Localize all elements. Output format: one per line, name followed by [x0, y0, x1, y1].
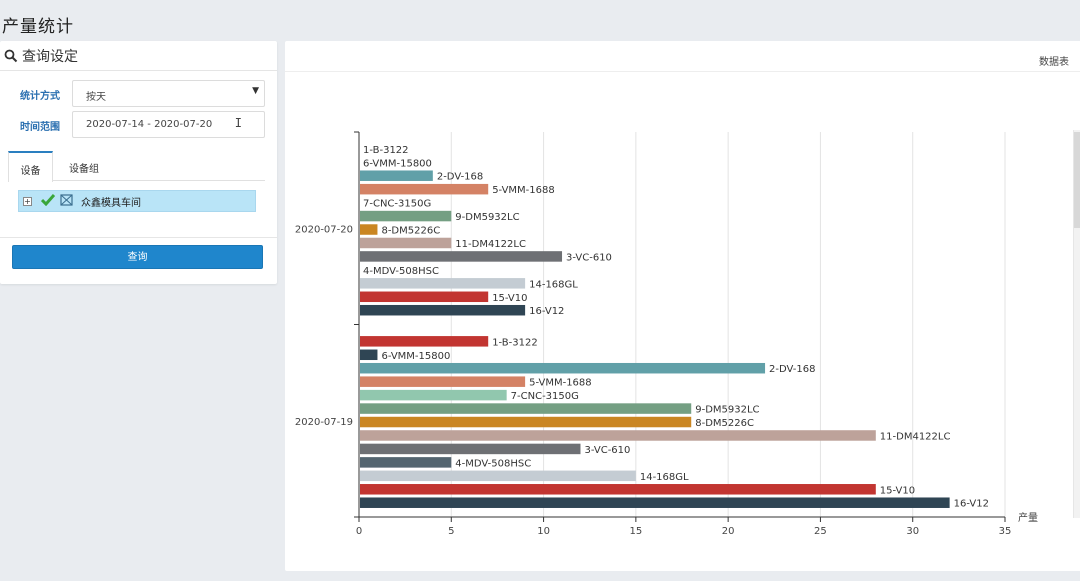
bar-label: 6-VMM-15800: [363, 158, 432, 169]
bar: [360, 291, 489, 303]
data-table-link[interactable]: 数据表: [1039, 57, 1069, 68]
bar: [360, 430, 876, 441]
bar-label: 9-DM5932LC: [695, 405, 759, 416]
bar: [360, 416, 692, 428]
bar-label: 4-MDV-508HSC: [455, 458, 531, 469]
bar-label: 11-DM4122LC: [455, 239, 526, 250]
divider: [285, 71, 1080, 72]
time-range-input[interactable]: 2020-07-14 - 2020-07-20 I: [72, 111, 265, 138]
bar-label: 1-B-3122: [363, 145, 409, 156]
bar-label: 7-CNC-3150G: [363, 199, 431, 210]
query-settings-panel: 查询设定 统计方式 按天 ▼ 时间范围 2020-07-14 - 2020-07…: [0, 41, 277, 284]
bar: [360, 497, 950, 508]
query-settings-title: 查询设定: [22, 48, 78, 65]
bar-label: 15-V10: [880, 485, 915, 496]
stat-method-select[interactable]: 按天 ▼: [72, 80, 265, 107]
expand-icon[interactable]: +: [23, 196, 32, 206]
bar: [360, 278, 526, 289]
x-tick-label: 0: [356, 526, 362, 537]
tab-device-group[interactable]: 设备组: [69, 164, 99, 175]
bar-label: 5-VMM-1688: [492, 185, 555, 196]
bar: [360, 403, 692, 414]
x-tick-label: 5: [448, 526, 454, 537]
bar-label: 16-V12: [954, 499, 989, 510]
bar-label: 15-V10: [492, 293, 527, 304]
x-tick-label: 25: [814, 526, 827, 537]
tab-device[interactable]: 设备: [8, 151, 53, 182]
bar-label: 3-VC-610: [566, 252, 612, 263]
bar: [360, 349, 378, 361]
bar-label: 5-VMM-1688: [529, 378, 592, 389]
bar: [360, 470, 636, 482]
x-axis-label: 产量: [1018, 511, 1038, 524]
bar: [360, 304, 526, 316]
bar-label: 11-DM4122LC: [880, 431, 951, 442]
workshop-icon: [60, 193, 73, 209]
text-cursor-icon: I: [234, 116, 242, 130]
bar: [360, 170, 433, 181]
bar: [360, 183, 489, 195]
time-range-row: 时间范围 2020-07-14 - 2020-07-20 I: [0, 111, 277, 139]
query-settings-header: 查询设定: [0, 41, 277, 71]
bar: [360, 443, 581, 455]
bar-label: 8-DM5226C: [381, 226, 440, 237]
bar-label: 8-DM5226C: [695, 418, 754, 429]
tree-item-label: 众鑫模具车间: [81, 197, 141, 209]
stat-method-row: 统计方式 按天 ▼: [0, 80, 277, 108]
bar: [360, 237, 452, 249]
device-tabs: 设备 设备组: [8, 151, 265, 182]
bar: [360, 336, 489, 347]
x-tick-label: 35: [999, 526, 1012, 537]
y-category-label: 2020-07-20: [295, 224, 353, 235]
bar: [360, 210, 452, 222]
bar-label: 9-DM5932LC: [455, 212, 519, 223]
bar: [360, 224, 378, 235]
x-tick-label: 15: [629, 526, 642, 537]
bar-label: 6-VMM-15800: [381, 351, 450, 362]
bar: [360, 362, 766, 374]
bar-label: 2-DV-168: [769, 364, 815, 375]
bar-label: 4-MDV-508HSC: [363, 266, 439, 277]
y-category-label: 2020-07-19: [295, 417, 353, 428]
bar-label: 3-VC-610: [584, 445, 630, 456]
checkbox-checked-icon[interactable]: [40, 193, 56, 209]
scrollbar-thumb[interactable]: [1074, 132, 1080, 228]
bar-label: 1-B-3122: [492, 337, 538, 348]
x-tick-label: 20: [722, 526, 735, 537]
page-title: 产量统计: [2, 17, 74, 37]
bar: [360, 389, 507, 401]
x-tick-label: 10: [537, 526, 550, 537]
bar-label: 14-168GL: [640, 472, 689, 483]
bar: [360, 457, 452, 468]
stat-method-label: 统计方式: [20, 91, 60, 102]
tree-item-workshop[interactable]: + 众鑫模具车间: [18, 190, 256, 212]
stat-method-value: 按天: [86, 92, 106, 103]
bar: [360, 484, 876, 495]
x-tick-label: 30: [906, 526, 919, 537]
query-button[interactable]: 查询: [12, 245, 263, 269]
bar-label: 16-V12: [529, 306, 564, 317]
bar-label: 7-CNC-3150G: [511, 391, 579, 402]
bar: [360, 251, 563, 262]
chart-scrollbar[interactable]: [1073, 130, 1080, 518]
time-range-value: 2020-07-14 - 2020-07-20: [86, 119, 213, 130]
bar-label: 2-DV-168: [437, 172, 483, 183]
chevron-down-icon: ▼: [252, 86, 259, 96]
bar-label: 14-168GL: [529, 279, 578, 290]
search-icon: [4, 49, 18, 62]
divider: [0, 237, 277, 238]
time-range-label: 时间范围: [20, 122, 60, 133]
bar: [360, 376, 526, 387]
